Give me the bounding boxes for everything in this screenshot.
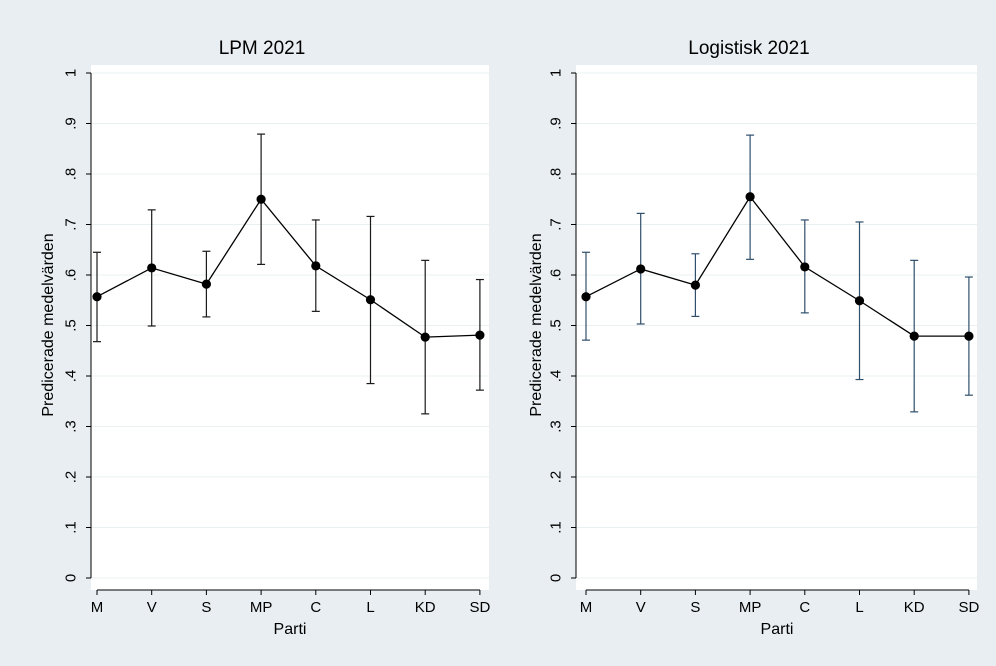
data-point	[365, 295, 376, 305]
x-tick-label: C	[310, 599, 321, 616]
y-tick-label: 0	[548, 574, 565, 582]
y-tick-label: .6	[548, 269, 565, 282]
y-axis-title-logistisk: Predicerade medelvärden	[528, 233, 545, 416]
data-point	[256, 194, 266, 204]
y-tick-label: .8	[548, 168, 565, 181]
y-tick-label: 1	[63, 69, 80, 77]
data-point	[581, 292, 591, 302]
y-tick-label: .3	[63, 420, 80, 433]
y-tick-label: .3	[548, 420, 565, 433]
plot-area-lpm	[91, 65, 489, 590]
x-tick-label: M	[580, 599, 593, 616]
x-axis-title-lpm: Parti	[274, 621, 307, 638]
x-tick-label: V	[147, 599, 157, 616]
y-tick-label: .7	[63, 218, 80, 231]
y-tick-label: .8	[63, 168, 80, 181]
y-tick-label: .5	[548, 319, 565, 332]
x-tick-label: KD	[904, 599, 925, 616]
x-tick-label: L	[855, 599, 863, 616]
x-tick-label: MP	[739, 599, 762, 616]
data-point	[800, 262, 810, 272]
y-tick-label: .1	[548, 521, 565, 534]
y-tick-label: .7	[548, 218, 565, 231]
panel-lpm: LPM 2021 Parti Predicerade medelvärden 0…	[40, 38, 490, 638]
data-point	[311, 261, 321, 271]
x-tick-label: C	[799, 599, 810, 616]
y-tick-label: .4	[63, 370, 80, 383]
data-point	[475, 330, 485, 340]
chart-title-logistisk: Logistisk 2021	[688, 38, 809, 59]
x-tick-label: SD	[469, 599, 490, 616]
y-axis-title-lpm: Predicerade medelvärden	[40, 233, 57, 416]
y-tick-label: 0	[63, 574, 80, 582]
y-tick-label: .2	[63, 471, 80, 484]
y-tick-label: .4	[548, 370, 565, 383]
data-point	[420, 332, 430, 342]
plot-area-logistisk	[576, 65, 977, 590]
x-axis-title-logistisk: Parti	[761, 621, 794, 638]
y-tick-label: .1	[63, 521, 80, 534]
y-tick-label: .5	[63, 319, 80, 332]
series-line	[96, 198, 480, 338]
x-tick-label: L	[366, 599, 374, 616]
data-point	[745, 192, 755, 202]
y-tick-label: .2	[548, 471, 565, 484]
chart-title-lpm: LPM 2021	[219, 38, 306, 59]
data-point	[964, 331, 974, 341]
y-tick-label: .9	[548, 117, 565, 130]
x-tick-label: S	[201, 599, 211, 616]
panel-logistisk: Logistisk 2021 Parti Predicerade medelvä…	[528, 38, 979, 638]
x-tick-label: SD	[958, 599, 979, 616]
data-point	[854, 296, 865, 306]
y-tick-label: .6	[63, 269, 80, 282]
x-tick-label: V	[636, 599, 646, 616]
data-point	[201, 279, 211, 289]
x-tick-label: S	[690, 599, 700, 616]
data-point	[147, 263, 157, 273]
x-tick-label: M	[91, 599, 104, 616]
data-point	[909, 331, 919, 341]
x-tick-label: MP	[250, 599, 273, 616]
y-tick-label: .9	[63, 117, 80, 130]
x-tick-label: KD	[415, 599, 436, 616]
data-point	[636, 264, 646, 274]
series-line	[585, 195, 969, 337]
data-point	[92, 292, 102, 302]
data-point	[690, 280, 701, 290]
y-tick-label: 1	[548, 69, 565, 77]
